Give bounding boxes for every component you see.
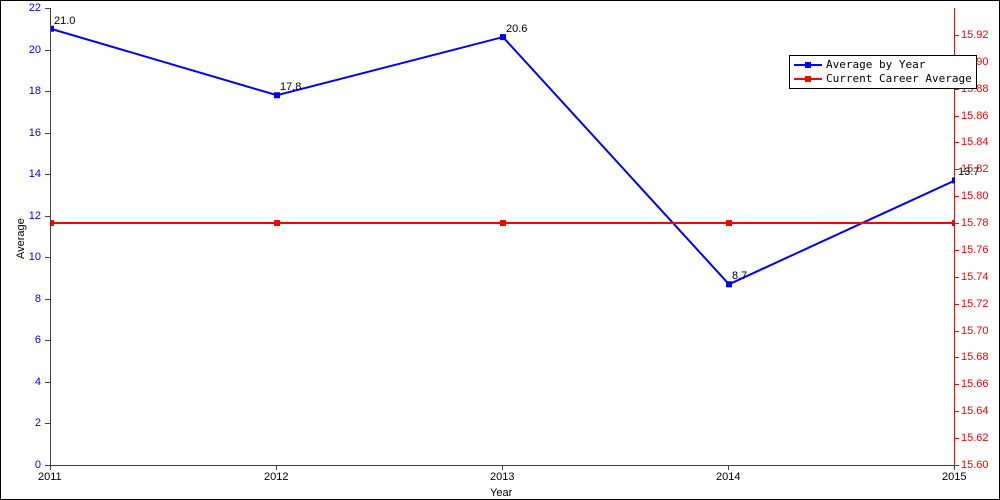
point-label: 13.7 [958, 166, 979, 178]
legend-label-1: Current Career Average [826, 72, 972, 86]
point-label: 20.6 [506, 23, 527, 35]
legend-label-0: Average by Year [826, 58, 925, 72]
legend-item-1: Current Career Average [794, 72, 972, 86]
point-label: 17.8 [280, 81, 301, 93]
chart-frame: 0246810121416182022 15.6015.6215.6415.66… [0, 0, 1000, 500]
legend-item-0: Average by Year [794, 58, 972, 72]
point-label: 8.7 [732, 270, 747, 282]
legend-swatch-0 [794, 64, 822, 66]
legend: Average by Year Current Career Average [789, 55, 977, 89]
point-label: 21.0 [54, 15, 75, 27]
legend-swatch-1 [794, 78, 822, 80]
y-axis-left-title: Average [15, 218, 27, 259]
x-axis-title: Year [490, 487, 512, 499]
